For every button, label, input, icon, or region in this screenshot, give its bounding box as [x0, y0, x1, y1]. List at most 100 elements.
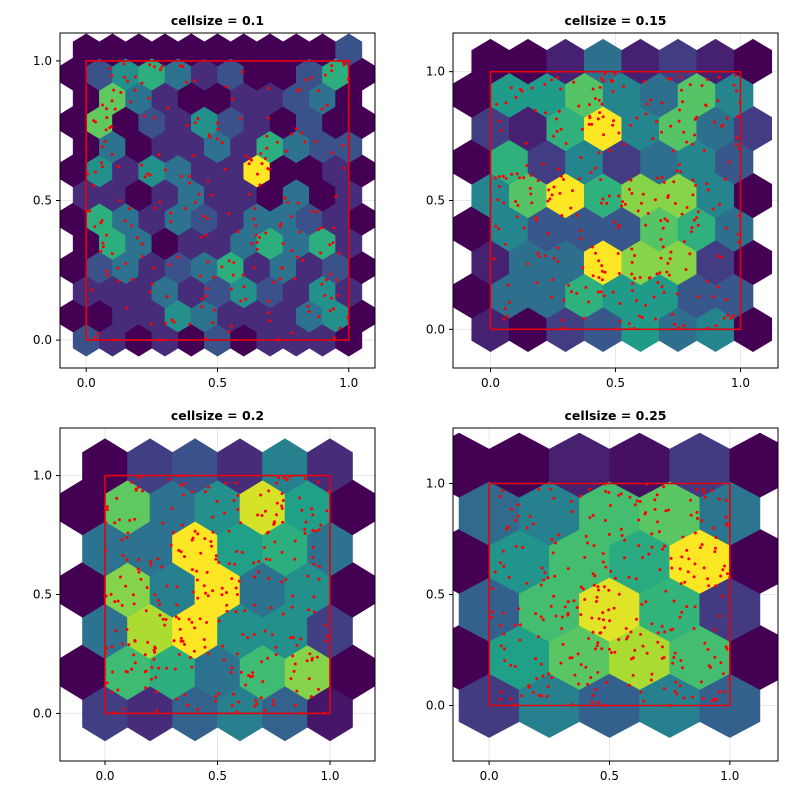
- data-point: [140, 81, 144, 85]
- y-tick-label: 1.0: [33, 469, 52, 483]
- data-point: [200, 297, 204, 301]
- data-point: [300, 131, 304, 135]
- data-point: [736, 115, 740, 119]
- data-point: [170, 318, 174, 322]
- data-point: [188, 181, 192, 185]
- data-point: [569, 206, 573, 210]
- data-point: [566, 611, 570, 615]
- data-point: [177, 652, 181, 656]
- data-point: [542, 578, 546, 582]
- data-point: [120, 603, 124, 607]
- data-point: [564, 141, 568, 145]
- data-point: [202, 584, 206, 588]
- data-point: [241, 273, 245, 277]
- data-point: [651, 137, 655, 141]
- data-point: [307, 677, 311, 681]
- data-point: [180, 523, 184, 527]
- data-point: [230, 704, 234, 708]
- data-point: [311, 513, 315, 517]
- data-point: [551, 551, 555, 555]
- data-point: [630, 272, 634, 276]
- data-point: [143, 175, 147, 179]
- data-point: [144, 609, 148, 613]
- data-point: [160, 65, 164, 69]
- data-point: [691, 178, 695, 182]
- data-point: [670, 566, 674, 570]
- data-point: [182, 482, 186, 486]
- data-point: [659, 218, 663, 222]
- data-point: [316, 480, 320, 484]
- data-point: [255, 172, 259, 176]
- data-point: [596, 290, 600, 294]
- data-point: [280, 506, 284, 510]
- data-point: [323, 623, 327, 627]
- data-point: [734, 73, 738, 77]
- data-point: [195, 569, 199, 573]
- panel-title: cellsize = 0.25: [565, 408, 667, 423]
- data-point: [327, 490, 331, 494]
- data-point: [146, 640, 150, 644]
- data-point: [671, 661, 675, 665]
- data-point: [598, 111, 602, 115]
- data-point: [620, 204, 624, 208]
- data-point: [310, 507, 314, 511]
- data-point: [234, 481, 238, 485]
- hexbin-cells: [60, 438, 375, 742]
- data-point: [596, 585, 600, 589]
- data-point: [594, 251, 598, 255]
- data-point: [697, 295, 701, 299]
- data-point: [105, 508, 109, 512]
- data-point: [616, 252, 620, 256]
- data-point: [630, 247, 634, 251]
- data-point: [591, 274, 595, 278]
- data-point: [660, 175, 664, 179]
- data-point: [140, 163, 144, 167]
- data-point: [534, 657, 538, 661]
- data-point: [501, 549, 505, 553]
- data-point: [316, 210, 320, 214]
- data-point: [583, 597, 587, 601]
- data-point: [666, 195, 670, 199]
- y-tick-label: 1.0: [33, 54, 52, 68]
- data-point: [214, 699, 218, 703]
- data-point: [284, 578, 288, 581]
- data-point: [603, 270, 607, 274]
- data-point: [648, 276, 652, 280]
- data-point: [575, 213, 579, 217]
- data-point: [179, 639, 183, 643]
- data-point: [284, 149, 288, 153]
- data-point: [602, 133, 606, 137]
- panel-1: cellsize = 0.1 0.0 0.5 1.0 0.0 0.5 1.0: [33, 13, 376, 390]
- data-point: [198, 274, 202, 278]
- data-point: [314, 139, 318, 143]
- data-point: [579, 229, 583, 233]
- data-point: [738, 101, 742, 105]
- data-point: [711, 295, 715, 299]
- data-point: [493, 176, 497, 180]
- data-point: [110, 252, 114, 256]
- data-point: [330, 151, 334, 155]
- data-point: [660, 285, 664, 289]
- data-point: [609, 651, 613, 655]
- data-point: [555, 117, 559, 121]
- data-point: [665, 270, 669, 274]
- data-point: [170, 506, 174, 510]
- data-point: [230, 577, 234, 581]
- data-point: [175, 585, 179, 589]
- data-point: [603, 703, 607, 707]
- data-point: [607, 588, 611, 592]
- data-point: [677, 119, 681, 123]
- data-point: [113, 600, 117, 604]
- data-point: [172, 639, 176, 643]
- data-point: [93, 335, 97, 339]
- data-point: [633, 503, 637, 507]
- data-point: [250, 241, 254, 245]
- data-point: [311, 528, 315, 532]
- data-point: [618, 302, 622, 306]
- data-point: [330, 69, 334, 73]
- data-point: [497, 175, 501, 179]
- data-point: [655, 272, 659, 276]
- data-point: [607, 194, 611, 198]
- data-point: [238, 116, 242, 120]
- data-point: [546, 685, 550, 689]
